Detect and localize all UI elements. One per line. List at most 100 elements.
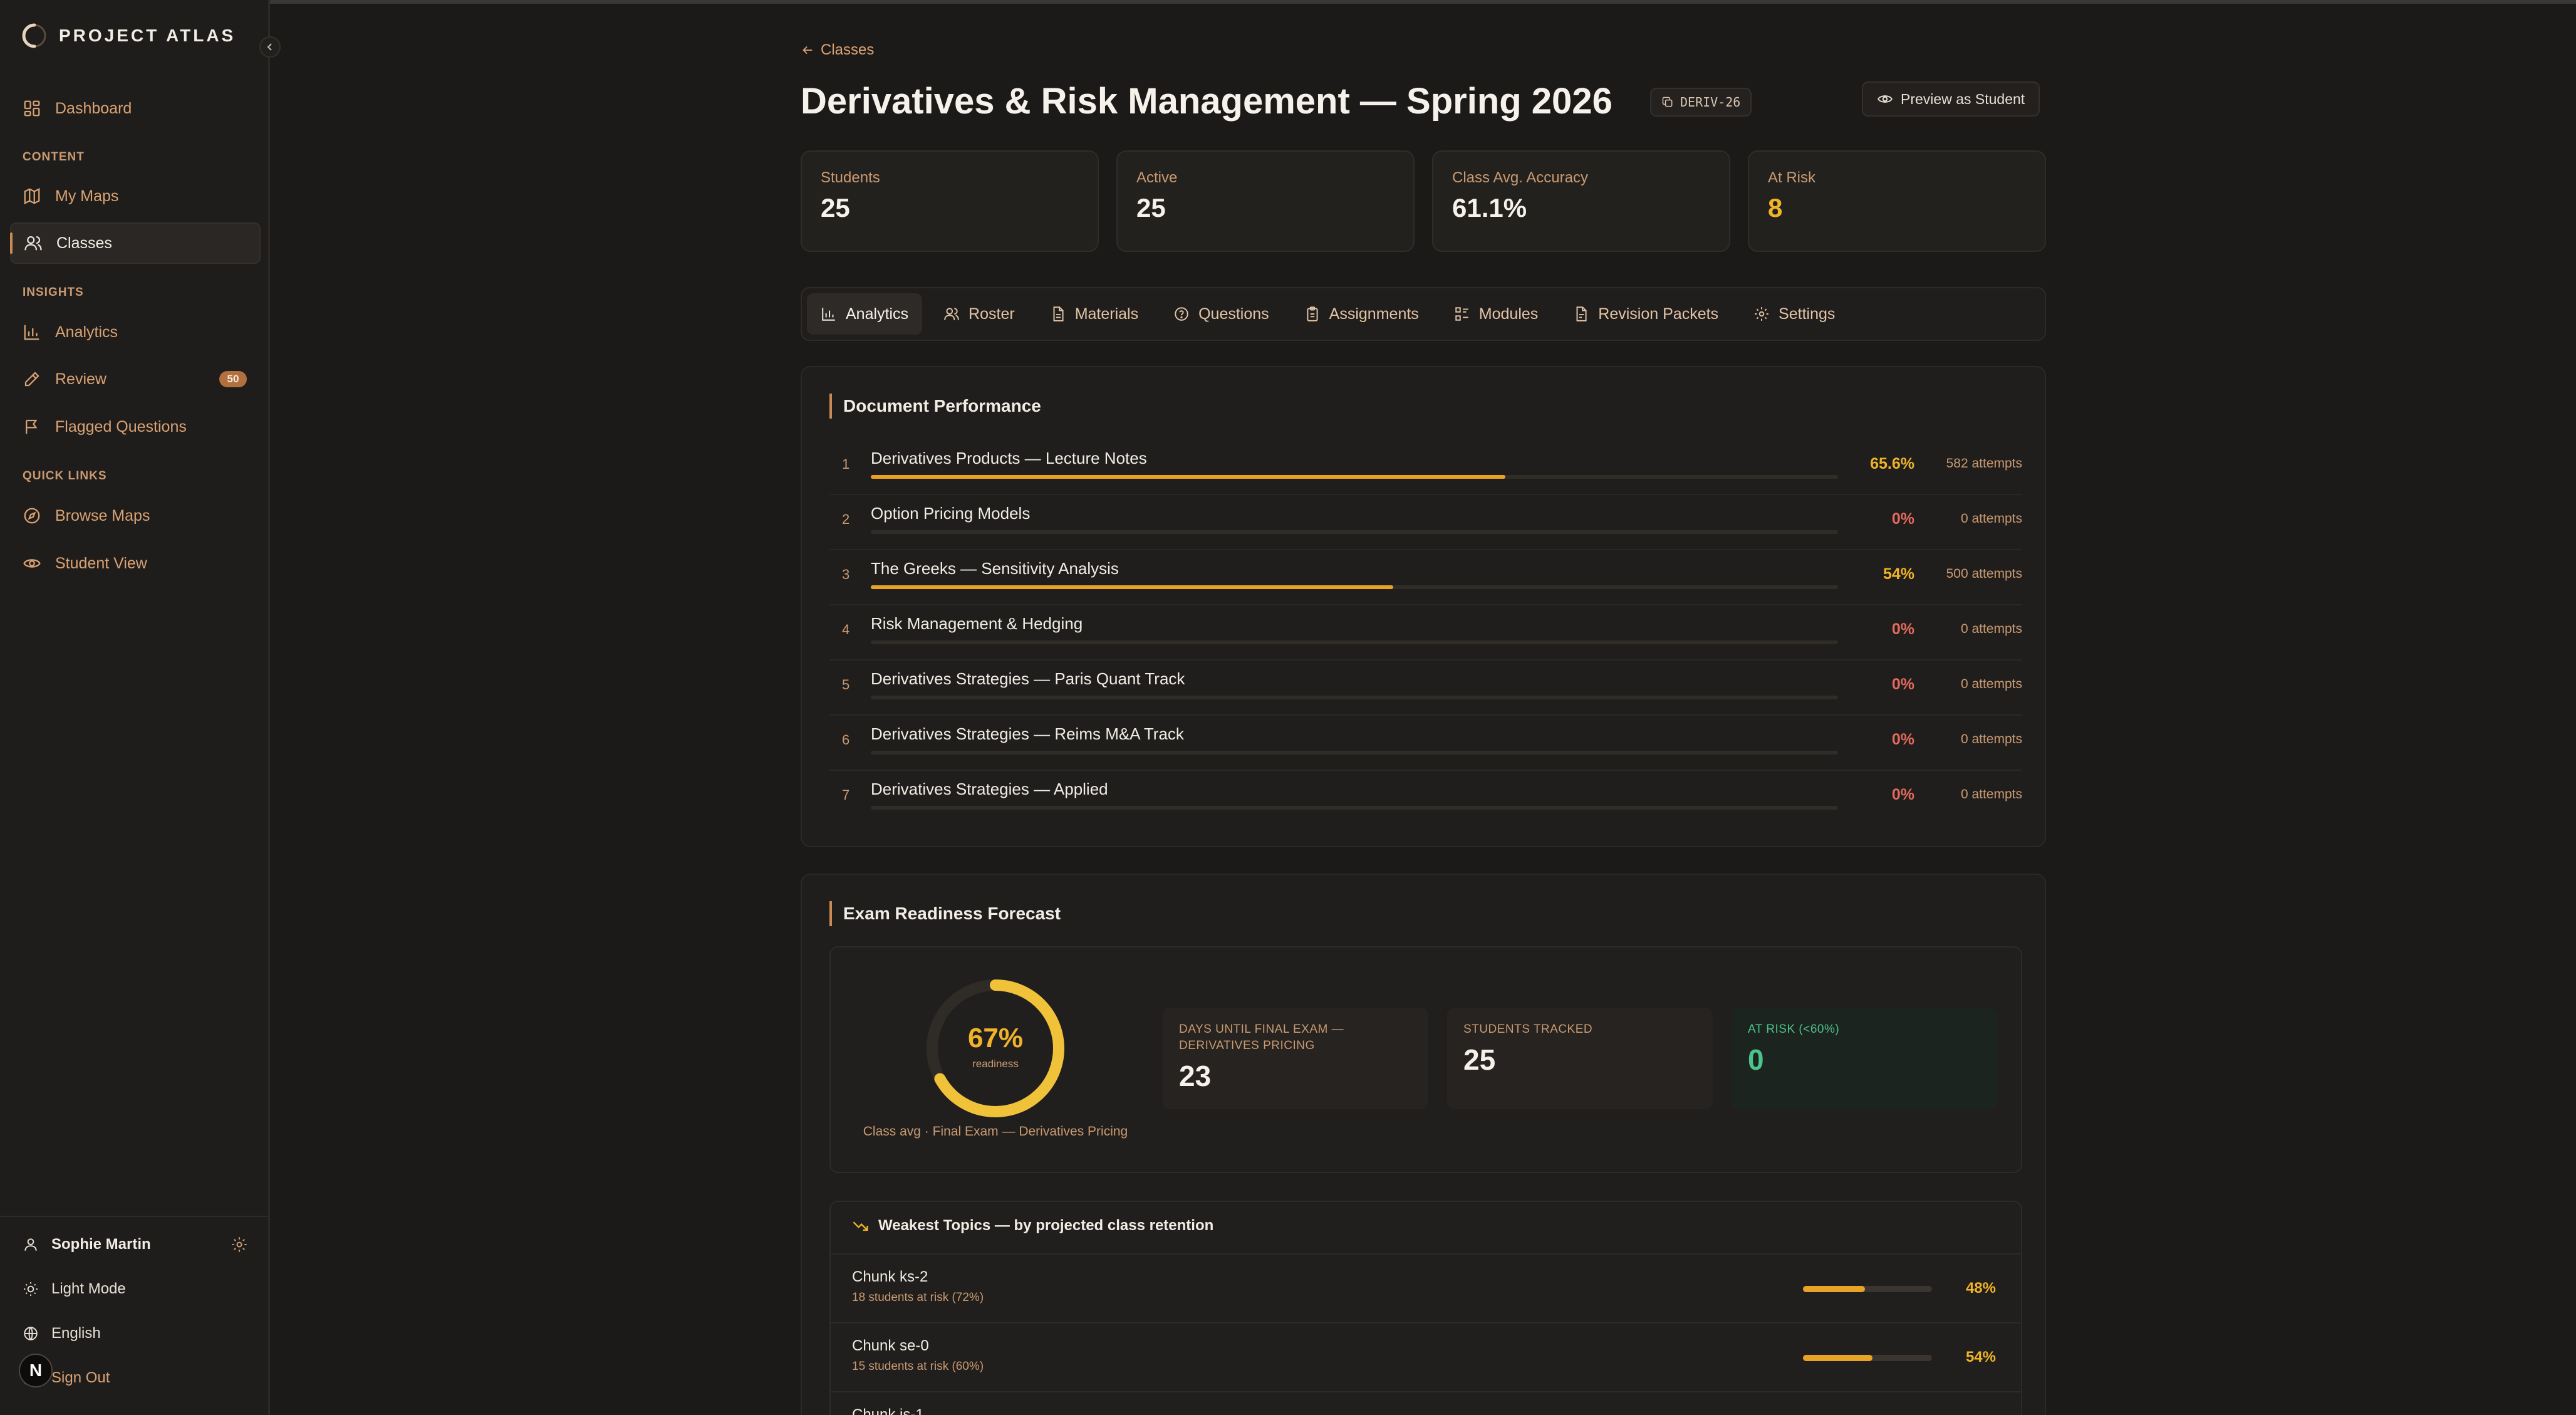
stat-label: Class Avg. Accuracy [1452, 169, 1588, 186]
sidebar-item-classes[interactable]: Classes [10, 222, 261, 264]
document-name: Derivatives Strategies — Applied [871, 780, 1108, 798]
document-accuracy: 0% [1891, 510, 1914, 528]
mini-label: AT RISK (<60%) [1748, 1023, 1840, 1036]
collapse-sidebar-button[interactable] [259, 36, 281, 58]
user-name: Sophie Martin [51, 1236, 151, 1253]
page-title: Derivatives & Risk Management — Spring 2… [801, 81, 1613, 122]
document-attempts: 0 attempts [1960, 732, 2022, 746]
students-tracked-card: STUDENTS TRACKED 25 [1447, 1008, 1713, 1109]
tab-questions[interactable]: Questions [1160, 293, 1283, 335]
bar-chart-icon [24, 325, 39, 340]
document-attempts: 500 attempts [1946, 567, 2022, 581]
user-profile[interactable]: Sophie Martin [23, 1236, 151, 1253]
stat-cards: Students 25 Active 25 Class Avg. Accurac… [801, 150, 2046, 252]
language-selector[interactable]: English [23, 1325, 101, 1342]
document-row[interactable]: 4 Risk Management & Hedging 0% 0 attempts [829, 605, 2022, 661]
arrow-left-icon [802, 46, 813, 55]
sidebar-item-label: Classes [56, 234, 112, 252]
tab-label: Modules [1478, 305, 1539, 323]
preview-as-student-button[interactable]: Preview as Student [1862, 81, 2040, 117]
tab-materials[interactable]: Materials [1036, 293, 1152, 335]
window-frame [0, 0, 2576, 4]
topic-row[interactable]: Chunk se-0 15 students at risk (60%) 54% [831, 1322, 2021, 1391]
tab-label: Roster [969, 305, 1015, 323]
document-index: 2 [842, 511, 850, 527]
sidebar-footer-divider [0, 1216, 270, 1217]
at-risk-card: AT RISK (<60%) 0 [1732, 1008, 1997, 1109]
readiness-percent: 67% [967, 1023, 1024, 1053]
tab-roster[interactable]: Roster [930, 293, 1029, 335]
document-accuracy: 0% [1891, 620, 1914, 638]
topic-risk-summary: 15 students at risk (60%) [852, 1360, 984, 1373]
weakest-topics-header: Weakest Topics — by projected class rete… [852, 1217, 1213, 1235]
mini-value: 0 [1748, 1043, 1764, 1076]
sidebar-item-label: Browse Maps [55, 506, 150, 525]
document-index: 6 [842, 732, 850, 748]
tab-analytics[interactable]: Analytics [807, 293, 923, 335]
user-settings-gear-icon[interactable] [231, 1236, 248, 1253]
document-index: 1 [842, 456, 850, 472]
nextjs-dev-indicator-icon[interactable]: N [19, 1354, 53, 1387]
document-row[interactable]: 5 Derivatives Strategies — Paris Quant Tr… [829, 661, 2022, 716]
dashboard-icon [24, 100, 40, 117]
tab-label: Analytics [846, 305, 909, 323]
sign-out-label: Sign Out [51, 1369, 110, 1386]
sidebar-item-browse-maps[interactable]: Browse Maps [10, 495, 261, 536]
document-row[interactable]: 2 Option Pricing Models 0% 0 attempts [829, 495, 2022, 550]
card-title: Document Performance [829, 394, 1041, 419]
document-row[interactable]: 3 The Greeks — Sensitivity Analysis 54% 500… [829, 550, 2022, 605]
document-accuracy: 0% [1891, 676, 1914, 693]
mini-label: STUDENTS TRACKED [1463, 1023, 1593, 1036]
file-text-icon [1576, 306, 1587, 321]
document-index: 3 [842, 567, 850, 582]
sidebar-item-review[interactable]: Review 50 [10, 358, 261, 400]
pencil-icon [24, 372, 39, 387]
readiness-label: readiness [972, 1058, 1019, 1070]
stat-card-accuracy: Class Avg. Accuracy 61.1% [1432, 150, 1730, 252]
document-progress-track [871, 640, 1838, 644]
topic-row[interactable]: Chunk ks-2 18 students at risk (72%) 48% [831, 1253, 2021, 1322]
eye-icon [23, 559, 41, 568]
document-attempts: 582 attempts [1946, 456, 2022, 471]
sidebar-item-label: My Maps [55, 187, 119, 205]
gear-icon [1755, 307, 1768, 321]
sidebar-item-student-view[interactable]: Student View [10, 543, 261, 584]
back-to-classes-link[interactable]: Classes [801, 41, 874, 59]
card-title: Exam Readiness Forecast [829, 901, 1061, 926]
document-progress-track [871, 530, 1838, 534]
chevron-left-icon [267, 43, 272, 51]
weakest-topics-title: Weakest Topics — by projected class rete… [878, 1217, 1214, 1234]
document-row[interactable]: 1 Derivatives Products — Lecture Notes 65.… [829, 440, 2022, 495]
document-index: 5 [842, 677, 850, 692]
compass-icon [24, 508, 40, 524]
light-mode-toggle[interactable]: Light Mode [23, 1280, 126, 1298]
stat-card-students: Students 25 [801, 150, 1099, 252]
stat-value: 25 [821, 193, 850, 222]
stat-card-active: Active 25 [1116, 150, 1415, 252]
help-circle-icon [1175, 307, 1188, 321]
document-name: Option Pricing Models [871, 504, 1031, 523]
topic-row[interactable]: Chunk is-1 [831, 1391, 2021, 1415]
sidebar-item-dashboard[interactable]: Dashboard [10, 88, 261, 129]
tab-revision-packets[interactable]: Revision Packets [1559, 293, 1732, 335]
class-code-copy-button[interactable]: DERIV-26 [1650, 88, 1752, 117]
exam-readiness-card: Exam Readiness Forecast 67% readiness Cl… [801, 874, 2046, 1415]
tab-modules[interactable]: Modules [1440, 293, 1552, 335]
tab-label: Revision Packets [1598, 305, 1719, 323]
sidebar-item-analytics[interactable]: Analytics [10, 311, 261, 353]
document-name: Derivatives Strategies — Reims M&A Track [871, 724, 1184, 743]
tab-assignments[interactable]: Assignments [1291, 293, 1433, 335]
topic-name: Chunk se-0 [852, 1337, 929, 1354]
readiness-caption: Class avg · Final Exam — Derivatives Pri… [863, 1124, 1128, 1139]
sidebar-item-my-maps[interactable]: My Maps [10, 175, 261, 217]
document-row[interactable]: 7 Derivatives Strategies — Applied 0% 0 att… [829, 771, 2022, 826]
nav-section-insights: INSIGHTS [23, 286, 84, 299]
topic-name: Chunk is-1 [852, 1406, 924, 1415]
sidebar-item-label: Dashboard [55, 99, 132, 117]
brand[interactable]: PROJECT ATLAS [21, 23, 236, 49]
tab-label: Settings [1779, 305, 1836, 323]
sidebar-item-flagged-questions[interactable]: Flagged Questions [10, 406, 261, 447]
tab-settings[interactable]: Settings [1740, 293, 1849, 335]
trending-down-icon [853, 1221, 868, 1231]
document-row[interactable]: 6 Derivatives Strategies — Reims M&A Trac… [829, 716, 2022, 771]
